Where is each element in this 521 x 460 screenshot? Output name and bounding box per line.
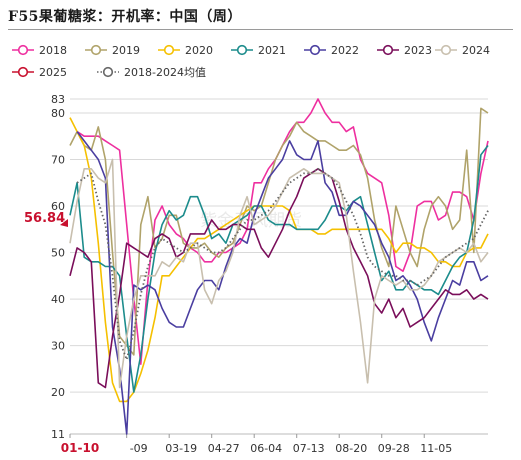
y-tick-label: 11 (51, 428, 65, 441)
x-tick-label: 01-10 (61, 441, 99, 455)
legend-label: 2018 (39, 44, 67, 57)
legend-label: 2023 (404, 44, 432, 57)
legend-item-2023[interactable]: 2023 (377, 44, 432, 57)
legend-item-2018[interactable]: 2018 (12, 44, 67, 57)
legend-swatch-marker (382, 44, 394, 56)
series-line-2024 (69, 158, 489, 389)
legend-item-2020[interactable]: 2020 (158, 44, 213, 57)
legend-label: 2022 (331, 44, 359, 57)
legend-item-2021[interactable]: 2021 (231, 44, 286, 57)
y-tick-label: 20 (51, 386, 65, 399)
series-lines (69, 98, 489, 435)
legend-item-2025[interactable]: 2025 (12, 66, 67, 79)
legend-label: 2018-2024均值 (124, 66, 206, 79)
legend-swatch-marker (17, 44, 29, 56)
y-tick-label: 60 (51, 200, 65, 213)
y-tick-label: 30 (51, 340, 65, 353)
series-line-2018 (76, 98, 489, 365)
chart-title: F55果葡糖浆：开机率：中国（周） (8, 9, 242, 25)
legend-swatch-marker (163, 44, 175, 56)
series-line-2022 (76, 131, 489, 435)
legend-swatch-marker (17, 66, 29, 78)
x-tick-label: 07-13 (293, 442, 325, 455)
series-line-2023 (69, 168, 489, 389)
y-tick-label: 83 (51, 93, 65, 106)
legend-item-2024[interactable]: 2024 (435, 44, 490, 57)
legend-item-2019[interactable]: 2019 (85, 44, 140, 57)
legend-label: 2021 (258, 44, 286, 57)
x-axis: 01-10 -09 03-19 04-27 06-04 07-13 08-20 09-28 11… (61, 433, 488, 455)
x-tick-label: 04-27 (208, 442, 240, 455)
current-value-arrow (60, 219, 68, 227)
legend-label: 2025 (39, 66, 67, 79)
legend-swatch-marker (102, 66, 114, 78)
y-tick-label: 50 (51, 247, 65, 260)
series-line-2021 (69, 145, 489, 393)
chart-legend: 2018 2019 2020 2021 2022 2023 2024 2025 2018-202… (12, 44, 490, 79)
current-value-marker: 56.84 (24, 211, 68, 227)
legend-item-2022[interactable]: 2022 (304, 44, 359, 57)
watermark: 紫金天风期货 (200, 211, 302, 231)
x-tick-label: 11-05 (420, 442, 452, 455)
y-tick-label: 70 (51, 153, 65, 166)
x-tick-label: 06-04 (250, 442, 282, 455)
series-line-2020 (69, 117, 489, 403)
legend-swatch-marker (90, 44, 102, 56)
x-tick-label: 09-28 (378, 442, 410, 455)
legend-swatch-marker (440, 44, 452, 56)
current-value-label: 56.84 (24, 211, 65, 226)
series-line-2018-2024均值 (76, 167, 489, 361)
legend-label: 2020 (185, 44, 213, 57)
series-line-2019 (69, 107, 489, 356)
x-tick-label: 03-19 (165, 442, 197, 455)
y-tick-label: 40 (51, 293, 65, 306)
title-divider (8, 29, 513, 30)
x-tick-label: 08-20 (335, 442, 367, 455)
legend-item-2018-2024均值[interactable]: 2018-2024均值 (97, 66, 206, 79)
watermark-mark: 紫金天风期货 (200, 211, 302, 231)
legend-label: 2024 (462, 44, 490, 57)
legend-swatch-marker (236, 44, 248, 56)
y-tick-label: 80 (51, 107, 65, 120)
x-tick-label: -09 (130, 442, 148, 455)
legend-swatch-marker (309, 44, 321, 56)
legend-label: 2019 (112, 44, 140, 57)
